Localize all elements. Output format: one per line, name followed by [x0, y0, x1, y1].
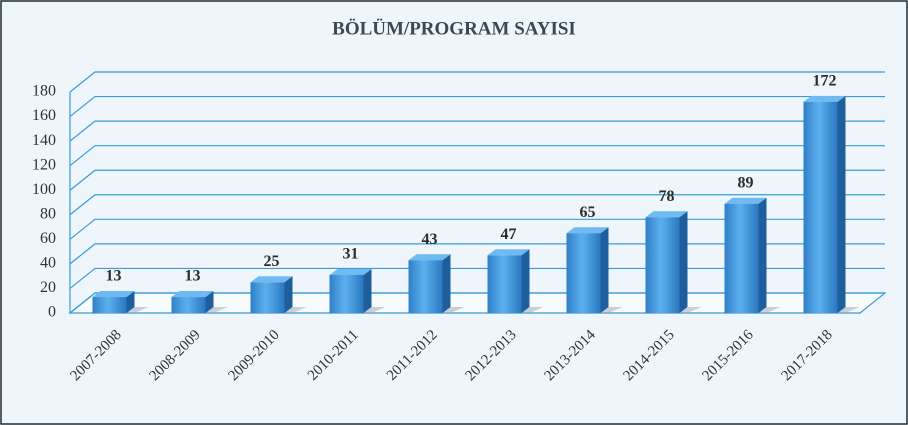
bar-side [126, 291, 135, 313]
bar-top [487, 249, 530, 256]
grid-line [69, 120, 885, 142]
y-tick-label: 80 [40, 205, 56, 222]
bar-top [566, 227, 609, 234]
value-label: 89 [738, 174, 754, 191]
y-tick-label: 160 [32, 107, 56, 124]
y-tick-label: 140 [32, 132, 56, 149]
bar [803, 101, 838, 313]
bar [408, 260, 443, 313]
bar-side [363, 268, 372, 313]
grid-line [69, 145, 885, 167]
bar [250, 282, 285, 313]
grid-line [69, 243, 885, 265]
value-label: 47 [501, 226, 517, 243]
grid-line [69, 71, 885, 93]
bar [566, 233, 601, 313]
y-tick-label: 20 [40, 279, 56, 296]
bar-top [329, 268, 372, 275]
bar-side [521, 249, 530, 313]
y-tick-label: 40 [40, 255, 56, 272]
bar-top [171, 291, 214, 298]
bar-top [724, 197, 767, 204]
bar-top [408, 254, 451, 261]
bar [92, 297, 127, 313]
value-label: 25 [264, 253, 280, 270]
bar [645, 217, 680, 313]
value-label: 65 [580, 204, 596, 221]
y-tick-label: 180 [32, 83, 56, 100]
value-label: 31 [343, 246, 359, 263]
value-label: 13 [106, 268, 122, 285]
value-label: 78 [659, 188, 675, 205]
bar-side [758, 197, 767, 313]
value-label: 13 [185, 268, 201, 285]
bar [329, 274, 364, 313]
bar-side [205, 291, 214, 313]
y-tick-label: 100 [32, 181, 56, 198]
grid-line [69, 95, 885, 118]
bar [171, 297, 206, 313]
bar-top [645, 211, 688, 218]
bar-top [250, 276, 293, 283]
grid-line [69, 292, 885, 314]
bar-side [837, 95, 846, 313]
grid-line [69, 267, 885, 289]
y-tick-label: 0 [48, 304, 56, 321]
chart-title: BÖLÜM/PROGRAM SAYISI [332, 18, 576, 39]
bar-side [600, 227, 609, 313]
grid-line [69, 169, 885, 191]
bar [487, 255, 522, 313]
bar-top [92, 291, 135, 298]
grid-line [69, 194, 885, 216]
value-label: 43 [422, 231, 438, 248]
y-tick-label: 120 [32, 156, 56, 173]
y-tick-label: 60 [40, 230, 56, 247]
bar [724, 203, 759, 313]
bar-side [679, 211, 688, 313]
grid-line [69, 218, 885, 240]
bar-side [442, 254, 451, 313]
bar-top [803, 95, 846, 102]
bar-side [284, 276, 293, 313]
value-label: 172 [813, 72, 837, 89]
